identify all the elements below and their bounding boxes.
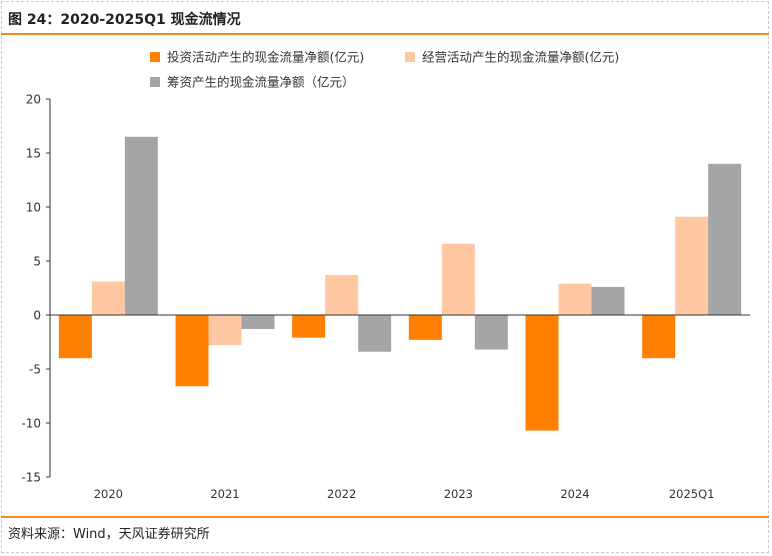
bar-2025Q1-series-3: [708, 163, 742, 315]
legend-swatch-1: [150, 52, 160, 62]
y-tick-label: -15: [21, 471, 41, 485]
source-divider: [1, 516, 769, 518]
y-tick-label: -5: [29, 363, 41, 377]
bar-2022-series-1: [292, 315, 326, 338]
bar-2023-series-3: [474, 315, 508, 350]
legend-label-2: 经营活动产生的现金流量净额(亿元): [422, 50, 619, 65]
figure-title: 图 24：2020-2025Q1 现金流情况: [8, 12, 241, 28]
y-tick-label: 10: [26, 201, 41, 215]
bar-2025Q1-series-1: [642, 315, 676, 359]
cash-flow-bar-chart: 投资活动产生的现金流量净额(亿元) 经营活动产生的现金流量净额(亿元) 筹资产生的现…: [21, 50, 750, 501]
bar-2025Q1-series-2: [675, 216, 709, 315]
x-category-label: 2020: [94, 487, 123, 501]
legend-label-1: 投资活动产生的现金流量净额(亿元): [167, 50, 364, 65]
x-axis: 2020 2021 2022 2023 2024 2025Q1: [50, 314, 750, 501]
bar-2023-series-2: [441, 243, 475, 315]
bar-2020-series-2: [91, 281, 125, 315]
bar-2023-series-1: [408, 315, 442, 340]
x-category-label: 2025Q1: [669, 487, 715, 501]
legend-swatch-3: [150, 77, 160, 87]
bar-2022-series-3: [358, 315, 392, 352]
legend-swatch-2: [405, 52, 415, 62]
y-tick-label: 20: [26, 93, 41, 107]
legend-label-3: 筹资产生的现金流量净额（亿元）: [167, 75, 355, 90]
bar-2021-series-3: [241, 315, 275, 330]
bar-2020-series-3: [124, 136, 158, 315]
bar-2024-series-3: [591, 286, 625, 315]
y-axis: 20 15 10 5 0 -5 -10 -15: [21, 93, 51, 485]
x-category-label: 2022: [327, 487, 356, 501]
bar-2022-series-2: [325, 275, 359, 315]
bar-2021-series-1: [175, 315, 209, 387]
bar-2020-series-1: [58, 315, 92, 359]
source-note: 资料来源：Wind，天风证券研究所: [8, 527, 210, 542]
bar-2024-series-1: [525, 315, 559, 431]
y-tick-label: -10: [21, 417, 41, 431]
chart-legend: 投资活动产生的现金流量净额(亿元) 经营活动产生的现金流量净额(亿元) 筹资产生的现…: [150, 50, 619, 90]
x-category-label: 2024: [560, 487, 589, 501]
y-tick-label: 5: [33, 255, 41, 269]
bar-2021-series-2: [208, 315, 242, 346]
title-divider: [1, 33, 769, 35]
x-category-label: 2023: [444, 487, 473, 501]
y-tick-label: 0: [33, 309, 41, 323]
x-category-label: 2021: [210, 487, 239, 501]
y-tick-label: 15: [26, 147, 41, 161]
bar-2024-series-2: [558, 283, 592, 315]
bar-series: [58, 136, 742, 431]
